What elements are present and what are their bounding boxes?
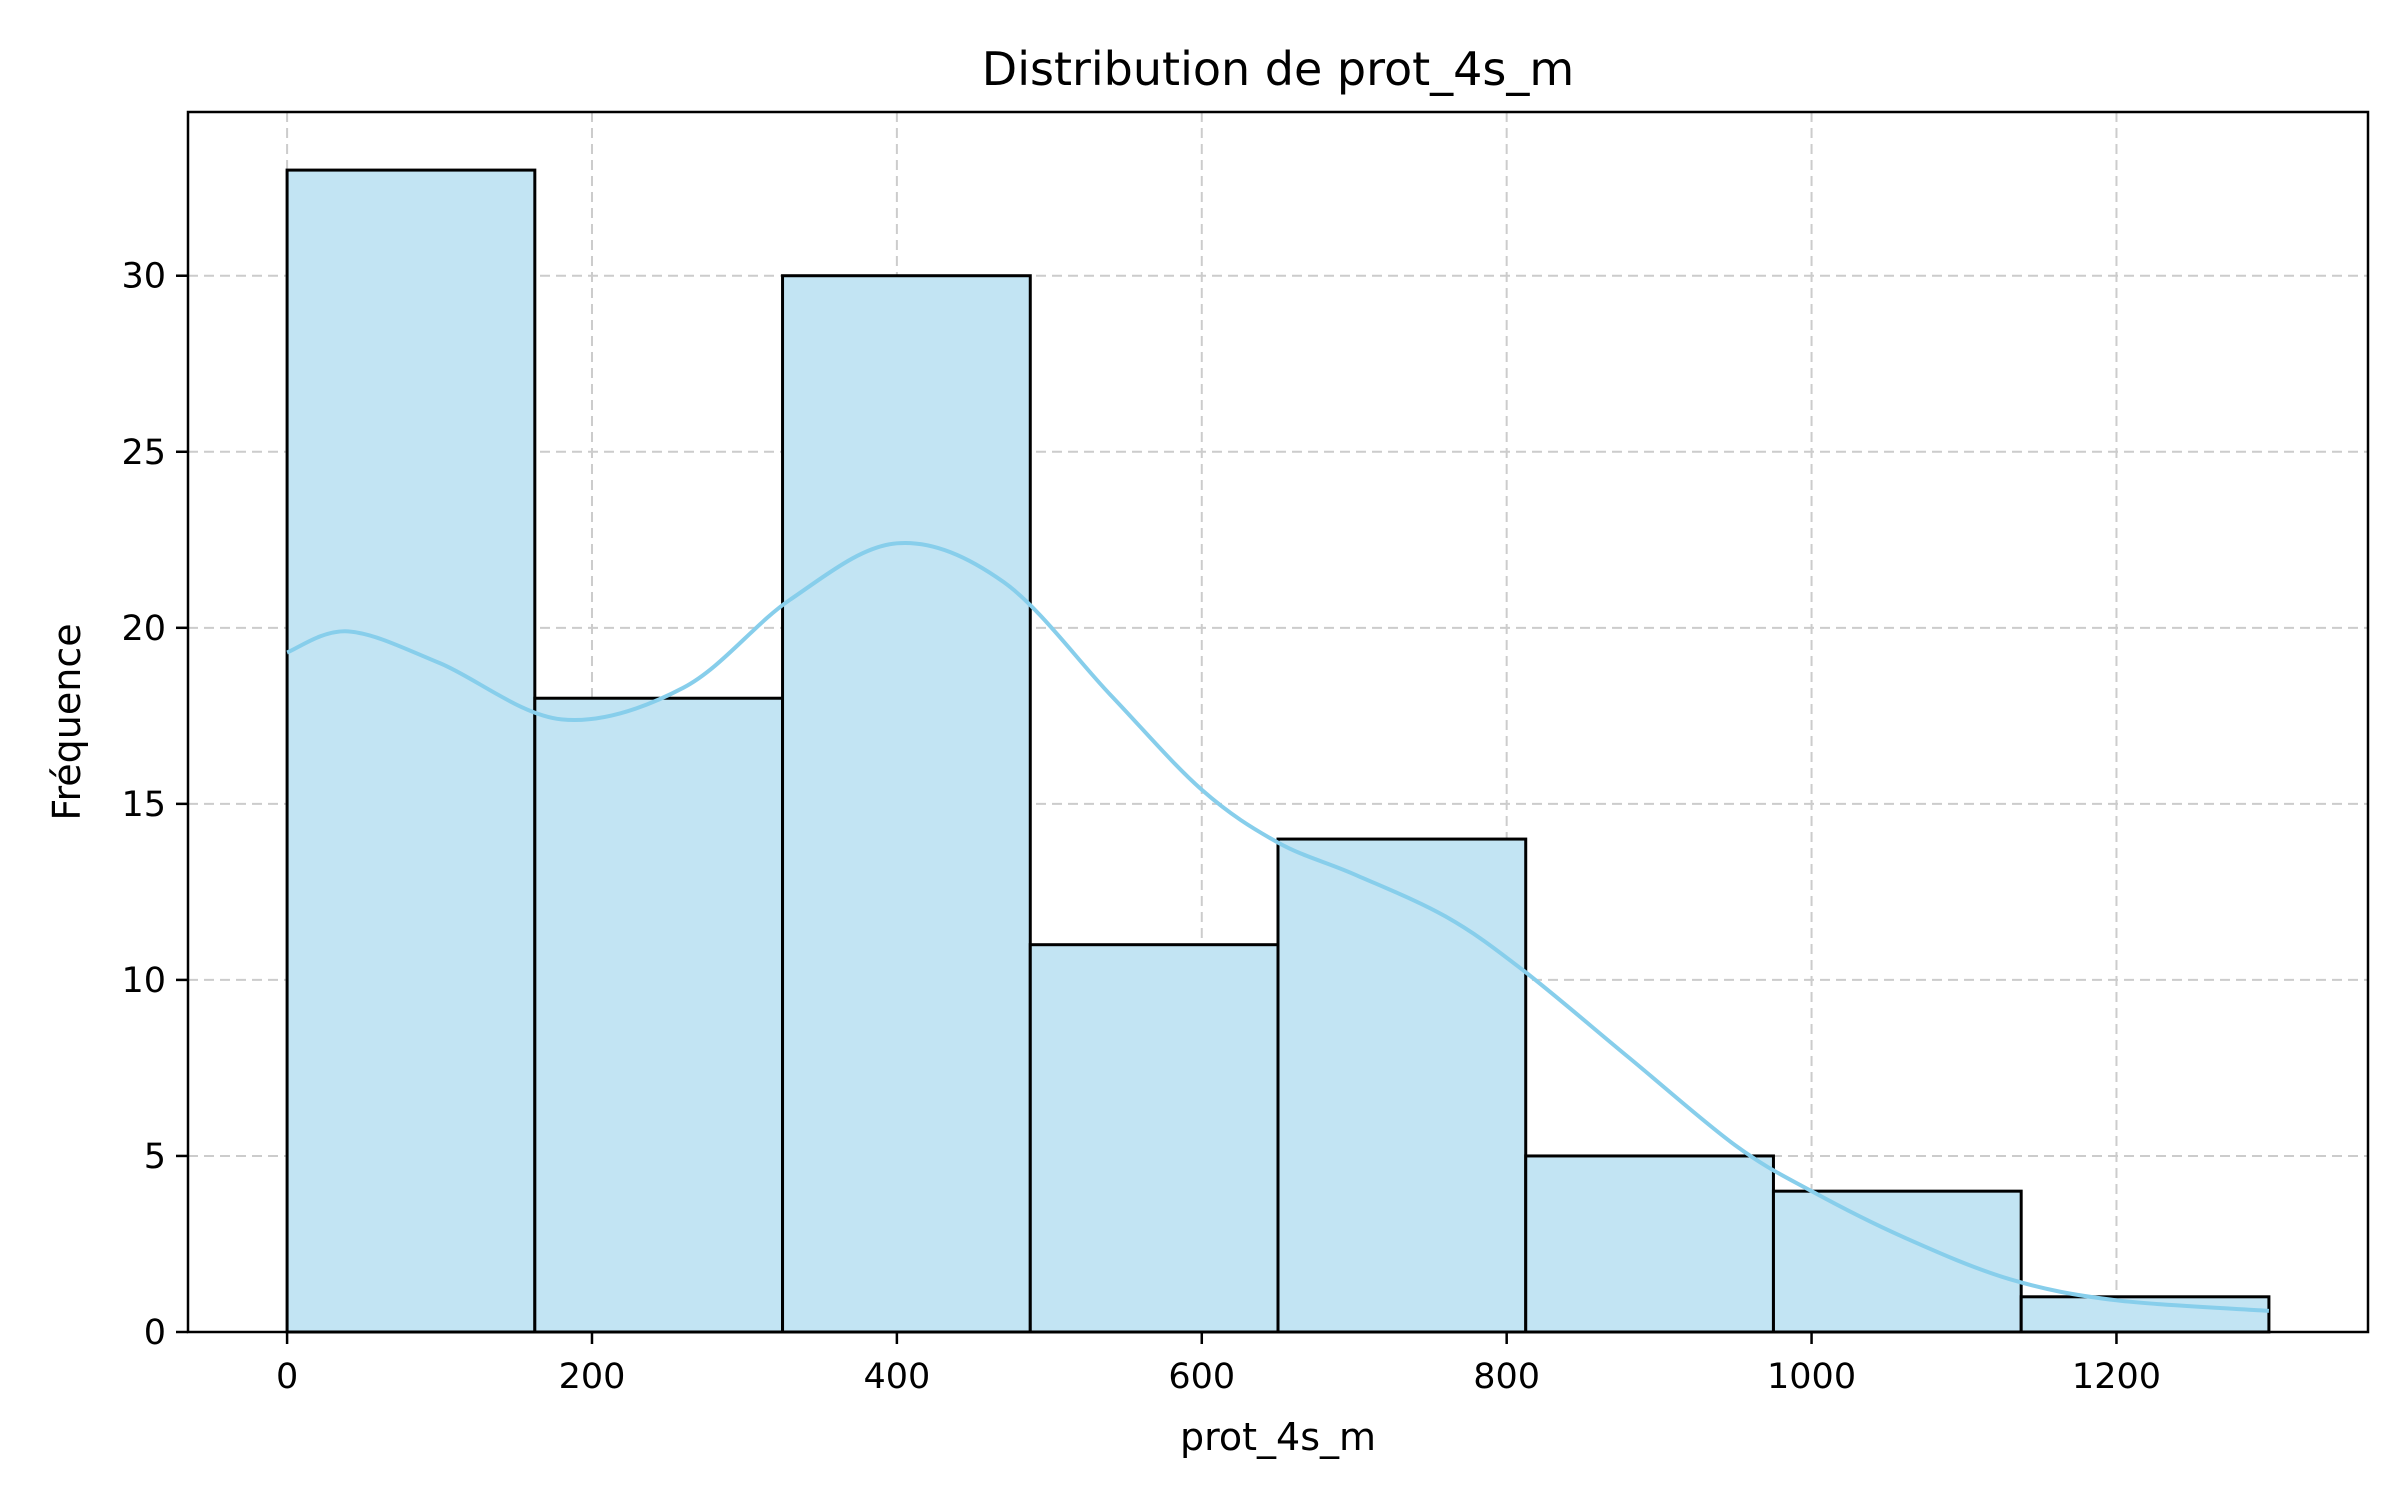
y-tick-label: 15 [121,785,166,825]
x-axis-label: prot_4s_m [1180,1415,1376,1459]
histogram-bars [285,168,2271,1334]
x-tick-label: 1000 [1767,1357,1856,1397]
y-tick-label: 10 [121,961,166,1001]
y-tick-label: 25 [121,433,166,473]
x-tick-label: 200 [559,1357,626,1397]
x-tick-label: 1200 [2072,1357,2161,1397]
histogram-bar [533,696,785,1334]
histogram-bar [1276,837,1528,1334]
y-axis-label: Fréquence [45,623,89,820]
y-tick-label: 0 [144,1313,166,1353]
histogram-bar [1028,943,1280,1334]
x-tick-label: 400 [863,1357,930,1397]
x-tick-label: 600 [1168,1357,1235,1397]
histogram-bar [1771,1189,2023,1334]
y-tick-label: 20 [121,609,166,649]
histogram-bar [781,274,1032,1334]
histogram-bar [1524,1154,1775,1334]
plot-frame [186,110,2370,1334]
y-tick-label: 30 [121,257,166,297]
kde-curve [286,540,2270,1313]
x-axis-ticks: 0 200 400 600 800 1000 1200 [276,1332,2161,1397]
x-tick-label: 800 [1473,1357,1540,1397]
x-tick-label: 0 [276,1357,298,1397]
histogram-bar [285,168,537,1334]
y-tick-label: 5 [144,1137,166,1177]
y-axis-ticks: 0 5 10 15 20 25 30 [121,257,188,1353]
chart-title: Distribution de prot_4s_m [982,42,1574,96]
